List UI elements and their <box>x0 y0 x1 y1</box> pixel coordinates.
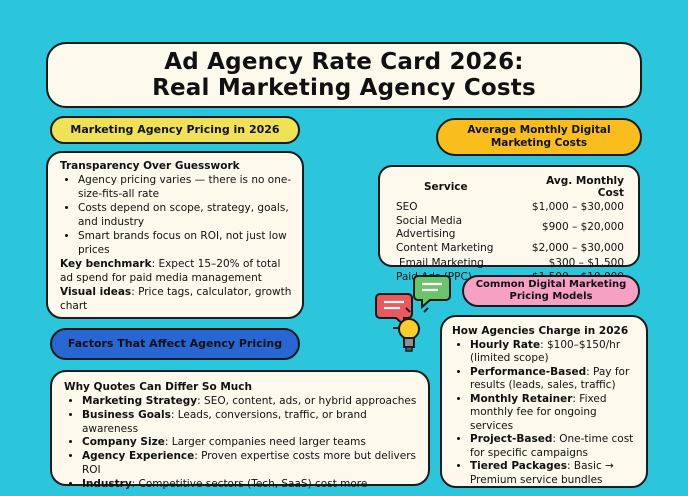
monthly-pill-label: Average Monthly Digital Marketing Costs <box>467 124 610 150</box>
cost-cell: $1,000 – $30,000 <box>531 200 624 213</box>
model-label: Monthly Retainer <box>470 392 573 405</box>
pricing-models-pill: Common Digital Marketing Pricing Models <box>462 275 640 307</box>
list-item: Monthly Retainer: Fixed monthly fee for … <box>470 393 636 434</box>
table-header-row: Service Avg. Monthly Cost <box>396 175 624 200</box>
service-cell: SEO <box>396 200 418 213</box>
factor-text: : Leads, conversions, traffic, or brand … <box>82 408 367 435</box>
visual-ideas-label: Visual ideas <box>60 285 132 298</box>
list-item: Project-Based: One-time cost for specifi… <box>470 433 636 460</box>
transparency-list: Agency pricing varies — there is no one-… <box>78 174 292 258</box>
transparency-heading: Transparency Over Guesswork <box>60 160 240 172</box>
cost-column-header: Avg. Monthly Cost <box>546 175 624 199</box>
service-cell: Content Marketing <box>396 242 494 255</box>
models-pill-line-1: Common Digital Marketing <box>475 278 627 290</box>
pricing-pill-label: Marketing Agency Pricing in 2026 <box>70 123 280 137</box>
model-text: : Fixed monthly fee for ongoing services <box>470 392 607 432</box>
factor-label: Agency Experience <box>82 450 195 463</box>
title-line-2: Real Marketing Agency Costs <box>152 74 536 101</box>
model-text: : Basic → Premium service bundles <box>470 460 614 486</box>
models-pill-label: Common Digital Marketing Pricing Models <box>476 279 627 304</box>
benchmark-text: : Expect 15–20% of total ad spend for pa… <box>60 257 281 284</box>
cost-cell: $900 – $20,000 <box>541 221 624 234</box>
key-benchmark: Key benchmark: Expect 15–20% of total ad… <box>60 258 292 286</box>
factor-text: : Competitive sectors (Tech, SaaS) cost … <box>131 478 368 491</box>
service-cell: Social Media Advertising <box>396 214 463 241</box>
model-text: : $100–$150/hr (limited scope) <box>470 338 621 365</box>
model-text: : Pay for results (leads, sales, traffic… <box>470 365 630 392</box>
list-item: Company Size: Larger companies need larg… <box>82 436 418 450</box>
list-item: Performance-Based: Pay for results (lead… <box>470 366 636 393</box>
how-list: Hourly Rate: $100–$150/hr (limited scope… <box>470 339 636 488</box>
factor-text: : Proven expertise costs more but delive… <box>82 450 417 477</box>
model-text: : One-time cost for specific campaigns <box>470 433 634 459</box>
model-label: Performance-Based <box>470 365 587 378</box>
factor-text: : Larger companies need larger teams <box>164 436 366 449</box>
service-column-header: Service <box>424 181 468 193</box>
why-quotes-card: Why Quotes Can Differ So Much Marketing … <box>50 370 430 490</box>
idea-icon-cluster <box>374 272 454 362</box>
transparency-card: Transparency Over Guesswork Agency prici… <box>46 151 304 319</box>
factor-text: : SEO, content, ads, or hybrid approache… <box>197 394 417 407</box>
list-item: Agency pricing varies — there is no one-… <box>78 174 292 202</box>
model-label: Project-Based <box>470 433 553 446</box>
factor-label: Marketing Strategy <box>82 394 198 407</box>
table-row: SEO $1,000 – $30,000 <box>396 200 624 214</box>
table-row: Content Marketing $2,000 – $30,000 <box>396 242 624 256</box>
page-title: Ad Agency Rate Card 2026: Real Marketing… <box>48 49 640 102</box>
cost-cell: $300 – $1,500 <box>548 256 624 269</box>
factor-label: Business Goals <box>82 408 171 421</box>
service-cell: Email Marketing <box>399 256 484 269</box>
monthly-pill-line-2: Marketing Costs <box>490 137 588 149</box>
pricing-section-pill: Marketing Agency Pricing in 2026 <box>50 116 300 144</box>
model-label: Tiered Packages <box>470 460 568 473</box>
model-label: Hourly Rate <box>470 338 541 351</box>
list-item: Hourly Rate: $100–$150/hr (limited scope… <box>470 339 636 366</box>
title-line-1: Ad Agency Rate Card 2026: <box>164 49 524 75</box>
monthly-pill-line-1: Average Monthly Digital <box>467 123 611 136</box>
cost-table-card: Service Avg. Monthly Cost SEO $1,000 – $… <box>378 165 640 283</box>
why-list: Marketing Strategy: SEO, content, ads, o… <box>82 395 418 492</box>
table-row: Email Marketing $300 – $1,500 <box>396 256 624 270</box>
why-heading: Why Quotes Can Differ So Much <box>64 381 252 393</box>
list-item: Agency Experience: Proven expertise cost… <box>82 450 418 478</box>
cost-cell: $2,000 – $30,000 <box>531 242 624 255</box>
list-item: Business Goals: Leads, conversions, traf… <box>82 409 418 437</box>
factors-pill-label: Factors That Affect Agency Pricing <box>67 337 283 351</box>
benchmark-label: Key benchmark <box>60 257 152 270</box>
chat-bubble-green-icon <box>413 275 451 310</box>
factor-label: Company Size <box>82 436 165 449</box>
cost-table: Service Avg. Monthly Cost SEO $1,000 – $… <box>396 175 624 285</box>
list-item: Costs depend on scope, strategy, goals, … <box>78 202 292 230</box>
factor-label: Industry <box>82 478 132 491</box>
list-item: Industry: Competitive sectors (Tech, Saa… <box>82 478 418 492</box>
lightbulb-icon <box>393 307 429 352</box>
list-item: Marketing Strategy: SEO, content, ads, o… <box>82 395 418 409</box>
factors-section-pill: Factors That Affect Agency Pricing <box>50 328 300 360</box>
models-pill-line-2: Pricing Models <box>509 291 593 302</box>
title-card: Ad Agency Rate Card 2026: Real Marketing… <box>46 42 642 108</box>
table-row: Social Media Advertising $900 – $20,000 <box>396 214 624 242</box>
list-item: Tiered Packages: Basic → Premium service… <box>470 460 636 487</box>
monthly-costs-pill: Average Monthly Digital Marketing Costs <box>436 118 642 156</box>
list-item: Smart brands focus on ROI, not just low … <box>78 230 292 258</box>
how-agencies-charge-card: How Agencies Charge in 2026 Hourly Rate:… <box>440 315 648 488</box>
how-heading: How Agencies Charge in 2026 <box>452 325 629 337</box>
visual-ideas: Visual ideas: Price tags, calculator, gr… <box>60 286 292 314</box>
visual-ideas-text: : Price tags, calculator, growth chart <box>60 285 292 312</box>
